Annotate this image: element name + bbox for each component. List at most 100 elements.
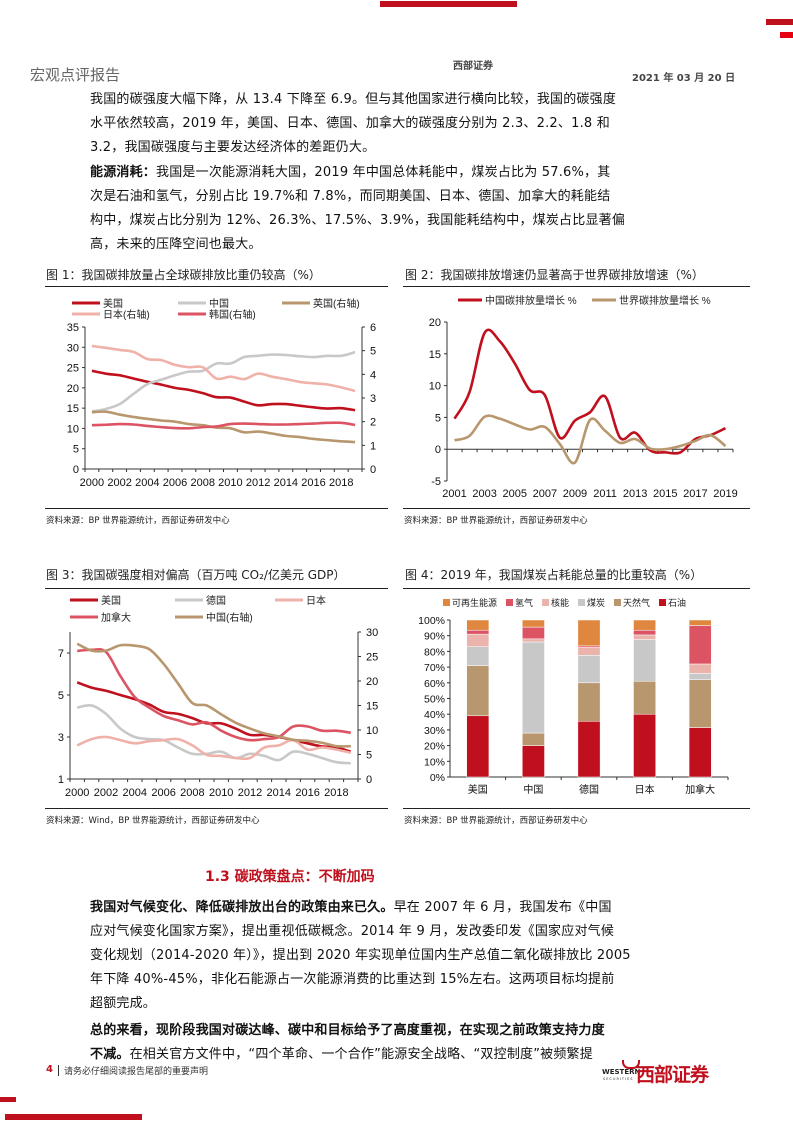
chart2-source: 资料来源：BP 世界能源统计，西部证券研发中心 [404, 516, 588, 526]
chart1-title-rule [45, 286, 388, 287]
chart1-legend-label: 英国(右轴) [313, 297, 360, 310]
chart4-ytick-label: 80% [424, 646, 445, 658]
para3-line3: 变化规划（2014-2020 年）》，提出到 2020 年实现单位国内生产总值二… [90, 948, 631, 963]
chart4-legend-label: 氢气 [515, 597, 533, 608]
chart2-xtick-label: 2001 [442, 488, 466, 500]
chart3-y2tick-label: 25 [366, 652, 378, 664]
chart2-xtick-label: 2011 [593, 488, 617, 500]
para3-line5: 超额完成。 [90, 996, 157, 1011]
chart1-ytick-label: 10 [67, 423, 79, 435]
chart4-bar-segment [577, 647, 601, 656]
chart4-ytick-label: 50% [424, 694, 445, 706]
chart4-bar-segment [688, 663, 712, 674]
chart1-xtick-label: 2004 [135, 477, 159, 489]
chart3-y2tick-label: 10 [366, 725, 378, 737]
logo-en: WESTERN [602, 1068, 641, 1076]
chart4-bar-segment [466, 633, 490, 647]
para4-line2: 不减。在相关官方文件中，“四个革命、一个合作”能源安全战略、“双控制度”被频繁提 [90, 1043, 750, 1067]
chart4-ytick-label: 40% [424, 709, 445, 721]
chart2-xtick-label: 2017 [683, 488, 707, 500]
para2-line2: 次是石油和氢气，分别占比 19.7%和 7.8%，而同期美国、日本、德国、加拿大… [90, 189, 611, 204]
chart2-title: 图 2：我国碳排放增速仍显著高于世界碳排放增速（%） [405, 268, 704, 282]
chart2-ytick-label: 20 [429, 317, 441, 329]
chart2-ytick-label: -5 [431, 476, 441, 488]
para1-line3: 3.2，我国碳强度与主要发达经济体的差距仍大。 [90, 140, 376, 155]
chart1-y2tick-label: 1 [370, 440, 376, 452]
chart3-y2tick-label: 20 [366, 676, 378, 688]
chart2-ytick-label: 10 [429, 381, 441, 393]
chart2-title-rule [403, 286, 750, 287]
chart3-xtick-label: 2002 [94, 787, 118, 799]
chart4-ytick-label: 20% [424, 741, 445, 753]
chart2-xtick-label: 2015 [653, 488, 677, 500]
chart2-series-line [453, 328, 727, 455]
chart1-xtick-label: 2006 [163, 477, 187, 489]
chart1-xtick-label: 2010 [218, 477, 242, 489]
chart4-legend-label: 天然气 [623, 597, 650, 608]
chart4-ytick-label: 90% [424, 631, 445, 643]
chart4-source-rule [403, 808, 750, 809]
chart1-xtick-label: 2016 [301, 477, 325, 489]
chart4-bar-segment [577, 721, 601, 778]
chart3-source: 资料来源：Wind，BP 世界能源统计，西部证券研发中心 [46, 816, 260, 826]
footer-separator [58, 1065, 59, 1076]
chart4-legend-swatch [443, 599, 450, 606]
chart4-bar-segment [466, 619, 490, 631]
chart1-source-rule [45, 508, 388, 509]
chart1-xtick-label: 2014 [274, 477, 298, 489]
chart3-xtick-label: 2000 [65, 787, 89, 799]
para1-line1: 我国的碳强度大幅下降，从 13.4 下降至 6.9。但与其他国家进行横向比较，我… [90, 92, 617, 107]
chart3-legend-label: 日本 [306, 594, 326, 607]
chart3-y2tick-label: 5 [366, 750, 372, 762]
chart4-bar-segment [466, 665, 490, 717]
para3-line2: 应对气候变化国家方案》，提出重视低碳概念。2014 年 9 月，发改委印发《国家… [90, 924, 615, 939]
chart3-y2tick-label: 30 [366, 627, 378, 639]
para2-line1: 能源消耗：我国是一次能源消耗大国，2019 年中国总体耗能中，煤炭占比为 57.… [90, 161, 750, 185]
chart4-ytick-label: 0% [430, 772, 445, 784]
logo-en-sub: SECURITIES [603, 1077, 634, 1081]
chart1-series-line [91, 344, 356, 393]
chart1-legend-label: 韩国(右轴) [209, 308, 256, 321]
chart1-ytick-label: 20 [67, 383, 79, 395]
chart4-legend-swatch [506, 599, 513, 606]
para4-text: 在相关官方文件中，“四个革命、一个合作”能源安全战略、“双控制度”被频繁提 [129, 1047, 593, 1062]
chart4-bar-segment [688, 727, 712, 778]
chart2-ytick-label: 0 [435, 444, 441, 456]
chart4-legend-swatch [542, 599, 549, 606]
chart1-series-line [91, 421, 356, 430]
chart1-legend-label: 日本(右轴) [103, 308, 150, 321]
chart2-legend-label: 中国碳排放量增长 % [485, 294, 577, 307]
chart4-bar-segment [688, 679, 712, 728]
chart3-legend-label: 中国(右轴) [206, 611, 253, 624]
chart1-y2tick-label: 4 [370, 369, 376, 381]
chart4-title-rule [403, 588, 750, 589]
chart2-ytick-label: 5 [435, 412, 441, 424]
chart1-ytick-label: 0 [73, 464, 79, 476]
chart4-legend-swatch [614, 599, 621, 606]
company-logo: WESTERN SECURITIES 西部证券 [600, 1060, 750, 1086]
chart4-legend-label: 核能 [551, 597, 569, 608]
page-number: 4 [46, 1064, 53, 1075]
chart4-ytick-label: 30% [424, 725, 445, 737]
para2-line3: 构中，煤炭占比分别为 12%、26.3%、17.5%、3.9%，我国能耗结构中，… [90, 213, 626, 228]
chart2-xtick-label: 2005 [502, 488, 526, 500]
chart4-legend-label: 可再生能源 [452, 597, 497, 608]
chart2-xtick-label: 2019 [713, 488, 737, 500]
chart1-title: 图 1：我国碳排放量占全球碳排放比重仍较高（%） [46, 268, 321, 282]
chart4-title: 图 4：2019 年，我国煤炭占耗能总量的比重较高（%） [405, 568, 703, 582]
chart2-legend-label: 世界碳排放量增长 % [619, 294, 711, 307]
chart4-bar-segment [522, 732, 545, 746]
chart4-bar-segment [633, 639, 656, 682]
chart3-xtick-label: 2018 [324, 787, 348, 799]
para3-text: 早在 2007 年 6 月，我国发布《中国 [393, 900, 612, 915]
para3-line4: 年下降 40%-45%，非化石能源占一次能源消费的比重达到 15%左右。这两项目… [90, 972, 615, 987]
chart4-bar-segment [633, 619, 656, 631]
logo-cn: 西部证券 [636, 1064, 709, 1086]
para2-lead: 能源消耗： [90, 165, 157, 180]
chart4-bar-segment [522, 745, 545, 778]
chart3-xtick-label: 2004 [123, 787, 147, 799]
para4-line1: 总的来看，现阶段我国对碳达峰、碳中和目标给予了高度重视，在实现之前政策支持力度 [90, 1023, 605, 1038]
chart4-source: 资料来源：BP 世界能源统计，西部证券研发中心 [404, 816, 588, 826]
chart4-bar-segment [633, 634, 656, 640]
